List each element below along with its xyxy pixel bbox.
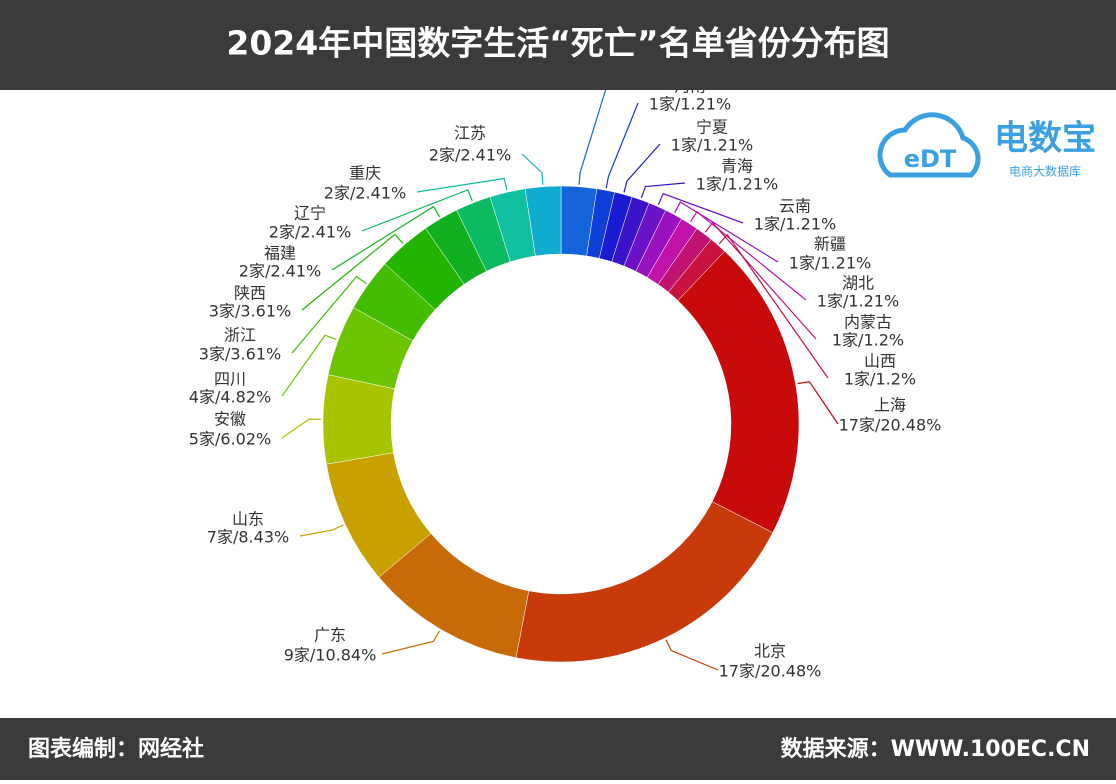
leader-line xyxy=(361,189,473,232)
category-label: 安徽 xyxy=(214,410,246,429)
leader-line xyxy=(689,210,807,301)
category-label: 广东 xyxy=(314,626,346,645)
category-label: 青海 xyxy=(721,157,753,176)
leader-line xyxy=(331,205,441,271)
leader-line xyxy=(605,102,639,189)
leader-line xyxy=(657,192,744,224)
category-label: 福建 xyxy=(264,244,296,263)
category-label: 上海 xyxy=(874,396,906,415)
value-label: 5家/6.02% xyxy=(189,430,271,449)
leader-line xyxy=(718,233,829,379)
category-label: 云南 xyxy=(779,197,811,216)
footer-right: 数据来源：WWW.100EC.CN xyxy=(781,736,1090,762)
value-label: 4家/4.82% xyxy=(189,388,271,407)
leader-line xyxy=(416,177,508,193)
value-label: 2家/2.41% xyxy=(239,262,321,281)
value-label: 1家/1.21% xyxy=(649,95,731,114)
value-label: 2家/2.41% xyxy=(269,223,351,242)
leader-line xyxy=(299,524,344,537)
category-label: 内蒙古 xyxy=(844,313,892,332)
leader-line xyxy=(797,380,839,425)
leader-line xyxy=(578,65,614,185)
leader-line xyxy=(281,334,337,397)
donut-segment xyxy=(524,185,562,257)
category-label: 四川 xyxy=(214,370,246,389)
value-label: 17家/20.48% xyxy=(839,416,942,435)
leader-line xyxy=(291,275,367,354)
footer-bar xyxy=(0,718,1116,780)
value-label: 3家/3.61% xyxy=(209,302,291,321)
value-label: 9家/10.84% xyxy=(284,646,377,665)
category-label: 北京 xyxy=(754,642,786,661)
plot: 天津2家/2.41%河南1家/1.21%宁夏1家/1.21%青海1家/1.21%… xyxy=(189,35,942,681)
category-label: 江苏 xyxy=(454,124,486,143)
value-label: 1家/1.21% xyxy=(671,136,753,155)
category-label: 重庆 xyxy=(349,164,381,183)
value-label: 1家/1.21% xyxy=(817,292,899,311)
leader-line xyxy=(665,639,719,671)
category-label: 山东 xyxy=(232,510,264,529)
value-label: 1家/1.21% xyxy=(789,254,871,273)
footer-left: 图表编制：网经社 xyxy=(28,736,204,762)
value-label: 1家/1.2% xyxy=(832,331,904,350)
donut-segment xyxy=(322,374,395,465)
donut-segment xyxy=(677,250,800,534)
logo-text: 电数宝 xyxy=(994,119,1096,159)
logo: eDT 电数宝 电商大数据库 xyxy=(877,112,1096,179)
leader-line xyxy=(301,233,404,311)
value-label: 17家/20.48% xyxy=(719,662,822,681)
value-label: 7家/8.43% xyxy=(207,528,289,547)
category-label: 湖北 xyxy=(842,274,874,293)
header-bar xyxy=(0,0,1116,90)
value-label: 2家/2.41% xyxy=(429,146,511,165)
category-label: 浙江 xyxy=(224,326,256,345)
category-label: 辽宁 xyxy=(294,204,326,223)
category-label: 新疆 xyxy=(814,235,846,254)
logo-mark: eDT xyxy=(904,145,957,173)
value-label: 2家/2.41% xyxy=(324,184,406,203)
leader-line xyxy=(623,143,661,193)
logo-sub: 电商大数据库 xyxy=(1009,164,1081,179)
logo-cloud xyxy=(877,112,981,178)
leader-line xyxy=(281,418,322,439)
value-label: 3家/3.61% xyxy=(199,345,281,364)
donut-segment xyxy=(515,501,774,663)
category-label: 陕西 xyxy=(234,284,266,303)
leader-line xyxy=(640,182,686,199)
value-label: 1家/1.21% xyxy=(696,175,778,194)
category-label: 山西 xyxy=(864,352,896,371)
leader-line xyxy=(381,630,440,655)
leader-line xyxy=(704,221,817,340)
value-label: 1家/1.21% xyxy=(754,215,836,234)
leader-line xyxy=(674,201,779,263)
leader-line xyxy=(521,153,544,185)
value-label: 1家/1.2% xyxy=(844,370,916,389)
category-label: 宁夏 xyxy=(696,118,728,137)
chart-title: 2024年中国数字生活“死亡”名单省份分布图 xyxy=(226,24,889,63)
